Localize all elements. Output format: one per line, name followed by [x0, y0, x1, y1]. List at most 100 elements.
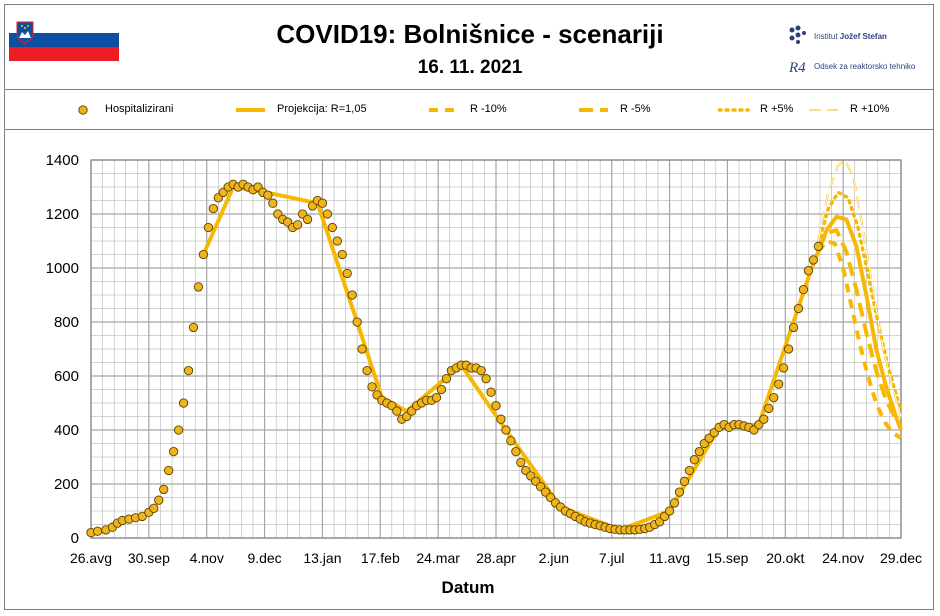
y-tick-label: 1400	[46, 152, 79, 169]
legend-label: Projekcija: R=1,05	[277, 103, 367, 115]
hospitalised-point	[481, 374, 491, 384]
hospitalised-point	[491, 401, 501, 411]
hospitalised-point	[342, 268, 352, 279]
flag-red-stripe	[9, 47, 119, 61]
chart-date: 16. 11. 2021	[417, 57, 523, 78]
y-tick-label: 800	[54, 314, 79, 331]
hospitalised-point	[813, 241, 823, 252]
x-tick-label: 9.dec	[247, 550, 281, 566]
flag-coat-of-arms-icon	[16, 21, 34, 44]
hospitalised-point	[337, 249, 347, 260]
hospitalised-point	[292, 220, 303, 230]
hospitalised-point	[501, 425, 511, 435]
projection-lines	[201, 159, 903, 532]
hospitalised-point	[178, 398, 189, 408]
hospitalised-point	[362, 365, 372, 376]
header-separator	[5, 89, 933, 90]
x-tick-label: 24.mar	[416, 550, 460, 566]
hospitalised-point	[149, 503, 159, 513]
y-tick-label: 200	[54, 476, 79, 493]
legend-swatch-icon	[579, 108, 608, 112]
legend-label: R -5%	[620, 103, 651, 115]
hospitalised-point	[347, 290, 357, 300]
y-tick-label: 0	[71, 530, 79, 547]
hospitalised-point	[322, 209, 333, 219]
y-tick-labels: 0 200 400 600 800 1000 1200 1400	[46, 152, 79, 547]
slovenia-flag-icon	[9, 19, 119, 61]
hospitalised-point	[188, 322, 199, 333]
ijs-logo-name: Jožef Stefan	[839, 32, 887, 41]
series-line-dotted	[816, 190, 903, 411]
series-line-dash-short	[816, 239, 903, 440]
hospitalised-point	[769, 392, 779, 403]
legend: Hospitalizirani Projekcija: R=1,05 R -10% R…	[5, 90, 933, 128]
x-tick-label: 4.nov	[190, 550, 224, 566]
hospitalised-point	[169, 446, 179, 457]
legend-swatch-icon	[718, 108, 750, 112]
x-tick-label: 11.avg	[649, 550, 690, 566]
hospitalised-point	[173, 425, 184, 435]
x-tick-label: 24.nov	[822, 550, 864, 566]
r4-logo-text: Odsek za reaktorsko tehniko	[814, 62, 916, 71]
hospitalised-point	[92, 526, 103, 536]
y-tick-label: 1000	[46, 260, 79, 277]
hospitalised-point	[431, 392, 442, 403]
x-tick-label: 26.avg	[70, 550, 112, 566]
hospitalised-point	[154, 495, 164, 505]
hospitalised-point	[793, 303, 804, 314]
header: COVID19: Bolnišnice - scenariji 16. 11. …	[5, 5, 933, 89]
ijs-logo-text: Institut Jožef Stefan	[814, 32, 887, 41]
y-tick-label: 400	[54, 422, 79, 439]
chart-title: COVID19: Bolnišnice - scenariji	[276, 19, 664, 49]
x-tick-labels: 26.avg 30.sep 4.nov 9.dec 13.jan 17.feb 24.mar…	[70, 550, 922, 566]
series-line-hollow-dash	[817, 159, 902, 417]
r4-logo: R4 Odsek za reaktorsko tehniko	[788, 55, 928, 77]
hospitalised-point	[798, 284, 809, 295]
ijs-logo: Institut Jožef Stefan	[788, 25, 928, 47]
hospitalised-point	[759, 414, 769, 424]
hospitalised-point	[774, 379, 784, 389]
hospitalised-point	[808, 255, 819, 265]
hospitalised-point	[159, 484, 169, 495]
hospitalised-point	[764, 403, 774, 414]
r4-logo-mark: R4	[788, 60, 806, 76]
chart-svg: 0 200 400 600 800 1000 1200 1400 26.avg 30.sep 4.…	[46, 152, 922, 597]
major-gridlines	[90, 159, 902, 539]
series-line-solid	[201, 185, 903, 532]
hospitalised-point	[357, 344, 367, 354]
hospitalised-point	[208, 203, 218, 214]
legend-swatch-icon	[429, 108, 458, 112]
hospitalised-point	[332, 236, 342, 246]
hospitalised-point	[352, 317, 362, 327]
y-tick-label: 1200	[46, 206, 79, 223]
flag-blue-stripe	[9, 33, 119, 47]
hospitalised-point	[302, 214, 313, 225]
hospitalised-point	[183, 365, 194, 376]
hospitalised-point	[689, 455, 700, 465]
hospitalised-point	[694, 446, 704, 457]
hospitalised-point	[486, 387, 496, 397]
hospitalised-point	[788, 322, 799, 333]
hospitalised-markers	[86, 179, 823, 538]
hospitalised-point	[496, 414, 506, 424]
x-tick-label: 28.apr	[476, 550, 516, 566]
x-tick-label: 29.dec	[880, 550, 922, 566]
hospitalised-point	[263, 190, 273, 200]
legend-label: Hospitalizirani	[105, 103, 174, 115]
plot-area-border	[90, 159, 902, 539]
hospitalised-point	[268, 198, 278, 208]
legend-swatch-icon	[78, 105, 88, 115]
hospitalised-point	[317, 198, 328, 208]
legend-swatch-icon	[236, 108, 265, 112]
hospitalised-point	[803, 266, 814, 276]
hospitalised-point	[679, 476, 690, 486]
series-line-hollow-inner	[817, 159, 902, 417]
x-tick-label: 17.feb	[361, 550, 400, 566]
legend-label: R +10%	[850, 103, 890, 115]
hospitalised-point	[669, 498, 680, 508]
ijs-logo-prefix: Institut	[814, 32, 840, 41]
legend-separator	[5, 129, 933, 130]
series-line-dash-long	[816, 228, 903, 429]
hospitalised-point	[778, 363, 789, 373]
hospitalised-point	[783, 344, 794, 354]
